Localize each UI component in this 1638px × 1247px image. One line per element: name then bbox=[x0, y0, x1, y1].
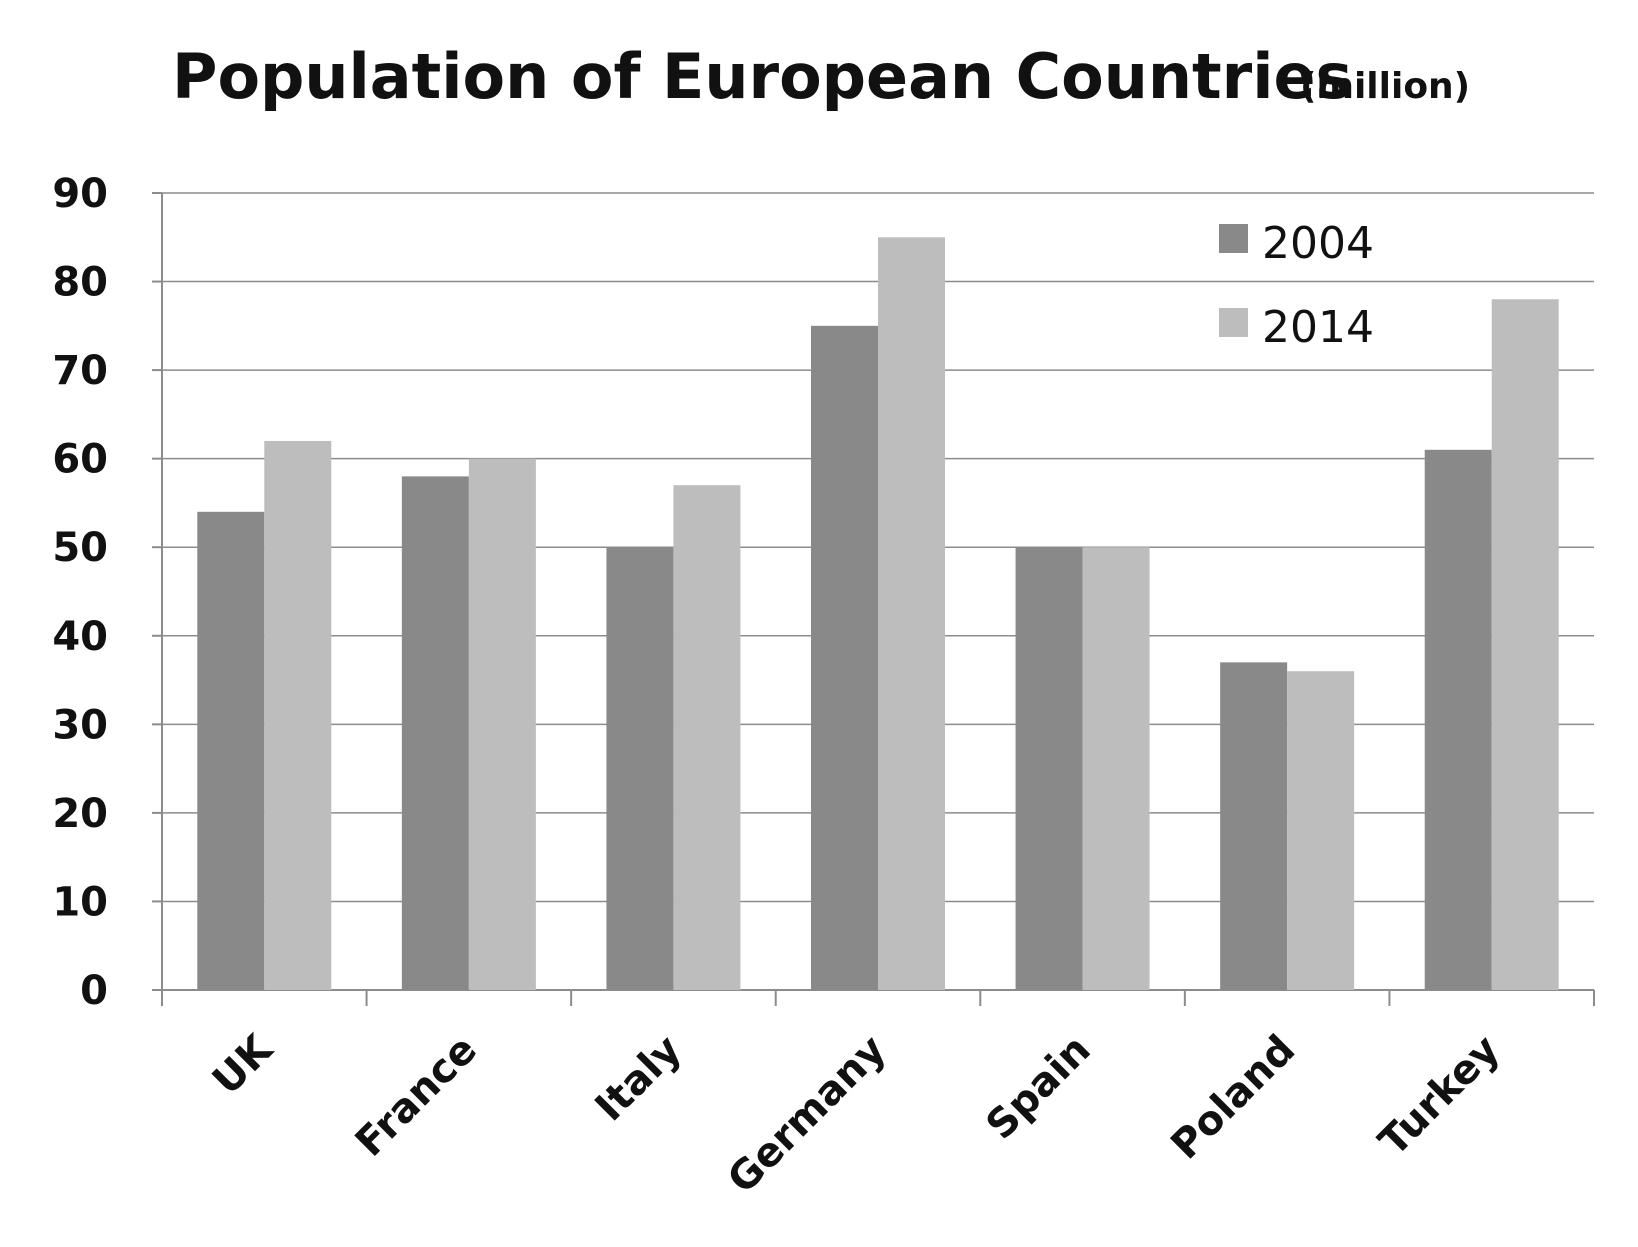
x-category-label: Italy bbox=[587, 1027, 691, 1131]
y-tick-label: 30 bbox=[52, 702, 108, 748]
bar-germany-2014 bbox=[878, 237, 945, 990]
y-tick-label: 0 bbox=[80, 968, 108, 1014]
x-axis-category-labels: UK France Italy Germany Spain Poland Turkey bbox=[204, 1025, 1509, 1202]
chart-title-text: Population of European Countries bbox=[172, 40, 1352, 113]
bars bbox=[197, 237, 1559, 991]
bar-turkey-2014 bbox=[1491, 299, 1559, 990]
y-tick-label: 50 bbox=[52, 525, 108, 571]
y-tick-label: 20 bbox=[52, 791, 108, 837]
x-category-label: UK bbox=[204, 1025, 283, 1104]
bar-turkey-2004 bbox=[1424, 449, 1492, 990]
y-tick-label: 60 bbox=[52, 437, 108, 483]
y-tick-label: 90 bbox=[52, 171, 108, 217]
legend-label-2014: 2014 bbox=[1262, 302, 1374, 353]
legend-swatch-2014 bbox=[1219, 308, 1248, 337]
y-axis-tick-labels: 0 10 20 30 40 50 60 70 80 90 bbox=[52, 171, 108, 1014]
bar-italy-2004 bbox=[606, 547, 674, 990]
y-tick-label: 10 bbox=[52, 879, 108, 925]
legend: 2004 2014 bbox=[1219, 218, 1374, 353]
legend-swatch-2004 bbox=[1219, 224, 1248, 253]
bar-spain-2004 bbox=[1015, 547, 1083, 990]
y-tick-label: 40 bbox=[52, 614, 108, 660]
bar-germany-2004 bbox=[811, 325, 878, 990]
legend-label-2004: 2004 bbox=[1262, 218, 1374, 269]
y-tick-label: 80 bbox=[52, 260, 108, 306]
x-category-label: Spain bbox=[978, 1027, 1100, 1149]
x-category-label: Turkey bbox=[1370, 1027, 1508, 1165]
y-tick-label: 70 bbox=[52, 348, 108, 394]
bar-poland-2004 bbox=[1220, 662, 1288, 990]
chart-title-unit: (million) bbox=[1300, 66, 1470, 107]
x-category-label: Poland bbox=[1162, 1027, 1304, 1169]
bar-uk-2004 bbox=[197, 511, 265, 990]
x-category-label: Germany bbox=[719, 1027, 895, 1203]
bar-spain-2014 bbox=[1082, 547, 1150, 990]
bar-italy-2014 bbox=[673, 485, 741, 990]
bar-poland-2014 bbox=[1287, 671, 1355, 990]
bar-france-2014 bbox=[468, 458, 536, 991]
chart-title: Population of European Countries (millio… bbox=[172, 40, 1470, 113]
bar-uk-2014 bbox=[264, 440, 332, 990]
x-category-label: France bbox=[347, 1027, 486, 1166]
bar-france-2004 bbox=[401, 476, 469, 990]
